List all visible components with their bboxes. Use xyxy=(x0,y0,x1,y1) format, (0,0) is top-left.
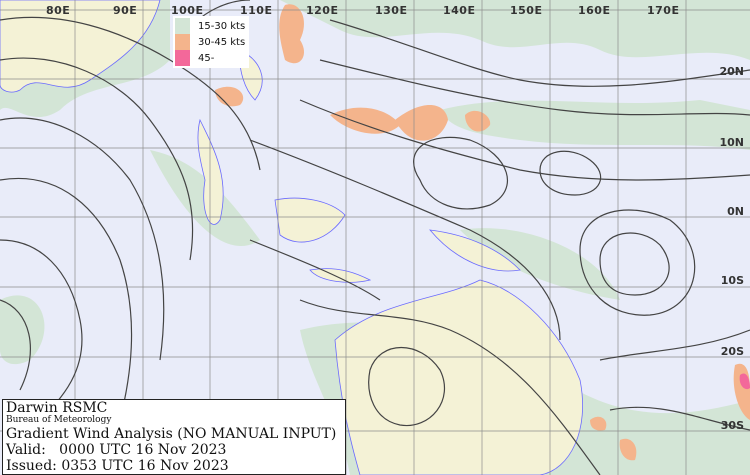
lat-label: 20S xyxy=(720,345,744,358)
lon-label: 150E xyxy=(510,4,543,17)
lon-label: 90E xyxy=(113,4,138,17)
lat-label: 30S xyxy=(720,419,744,432)
legend-label: 45- xyxy=(198,52,215,64)
legend-swatch xyxy=(175,34,190,50)
lon-label: 130E xyxy=(375,4,408,17)
legend-item: 30-45 kts xyxy=(175,34,245,50)
lat-label: 0N xyxy=(727,205,744,218)
lat-label: 10S xyxy=(720,274,744,287)
lon-label: 140E xyxy=(443,4,476,17)
wind-shading-45-plus xyxy=(739,373,750,390)
lon-label: 110E xyxy=(240,4,273,17)
legend-label: 15-30 kts xyxy=(198,20,246,32)
lon-label: 100E xyxy=(171,4,204,17)
legend-swatch xyxy=(175,50,190,66)
valid-time: Valid: 0000 UTC 16 Nov 2023 xyxy=(6,442,227,458)
center-name: Darwin RSMC xyxy=(6,400,108,416)
legend-swatch xyxy=(175,18,190,34)
lon-label: 170E xyxy=(647,4,680,17)
agency-name: Bureau of Meteorology xyxy=(6,415,112,425)
wind-speed-legend: 15-30 kts 30-45 kts 45- xyxy=(173,16,250,68)
lon-label: 120E xyxy=(306,4,339,17)
legend-item: 45- xyxy=(175,50,245,66)
lat-label: 10N xyxy=(719,136,744,149)
issued-time: Issued: 0353 UTC 16 Nov 2023 xyxy=(6,458,229,474)
lon-label: 80E xyxy=(46,4,71,17)
lat-label: 20N xyxy=(719,65,744,78)
lon-label: 160E xyxy=(578,4,611,17)
land xyxy=(0,0,583,475)
legend-item: 15-30 kts xyxy=(175,18,245,34)
analysis-title: Gradient Wind Analysis (NO MANUAL INPUT) xyxy=(6,426,337,442)
analysis-info-box: Darwin RSMC Bureau of Meteorology Gradie… xyxy=(2,399,346,475)
legend-label: 30-45 kts xyxy=(198,36,246,48)
